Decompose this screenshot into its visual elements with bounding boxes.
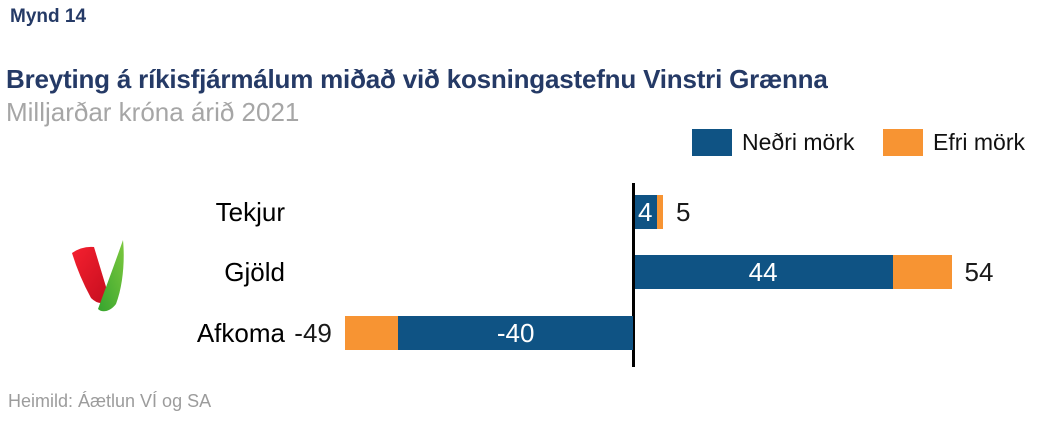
- figure-number-label: Mynd 14: [10, 6, 87, 27]
- bar-lower-value: 4: [638, 197, 653, 227]
- bar-upper-value: -49: [294, 318, 332, 348]
- vinstri-graen-v-logo-icon: [72, 240, 124, 312]
- bar-upper-segment: [344, 316, 398, 350]
- chart-subtitle: Milljarðar króna árið 2021: [6, 97, 300, 127]
- legend-label: Efri mörk: [933, 128, 1025, 155]
- category-label: Afkoma: [196, 318, 285, 348]
- bar-row-tekjur: Tekjur 4 5: [0, 195, 1048, 229]
- legend-item-upper-bound: Efri mörk: [883, 128, 1025, 156]
- bar-upper-segment: [892, 255, 952, 289]
- zero-axis-line: [632, 183, 635, 367]
- legend-label: Neðri mörk: [742, 128, 855, 155]
- bar-upper-value: 54: [964, 257, 994, 287]
- legend-swatch-blue-icon: [692, 128, 732, 156]
- bar-row-afkoma: Afkoma -40 -49: [0, 316, 1048, 350]
- bar-upper-segment: [657, 195, 663, 229]
- chart-title: Breyting á ríkisfjármálum miðað við kosn…: [6, 64, 828, 94]
- legend-item-lower-bound: Neðri mörk: [692, 128, 854, 156]
- bar-lower-segment: [397, 316, 634, 350]
- category-label: Gjöld: [224, 257, 285, 287]
- legend-swatch-orange-icon: [883, 128, 923, 156]
- category-label: Tekjur: [215, 197, 285, 227]
- source-note: Heimild: Áætlun VÍ og SA: [8, 391, 212, 411]
- bar-lower-segment: [634, 255, 894, 289]
- bar-lower-value: -40: [496, 318, 535, 348]
- bar-lower-segment: [634, 195, 659, 229]
- bar-row-gjold: Gjöld 44 54: [0, 255, 1048, 289]
- bar-lower-value: 44: [748, 257, 778, 287]
- bar-upper-value: 5: [675, 197, 691, 227]
